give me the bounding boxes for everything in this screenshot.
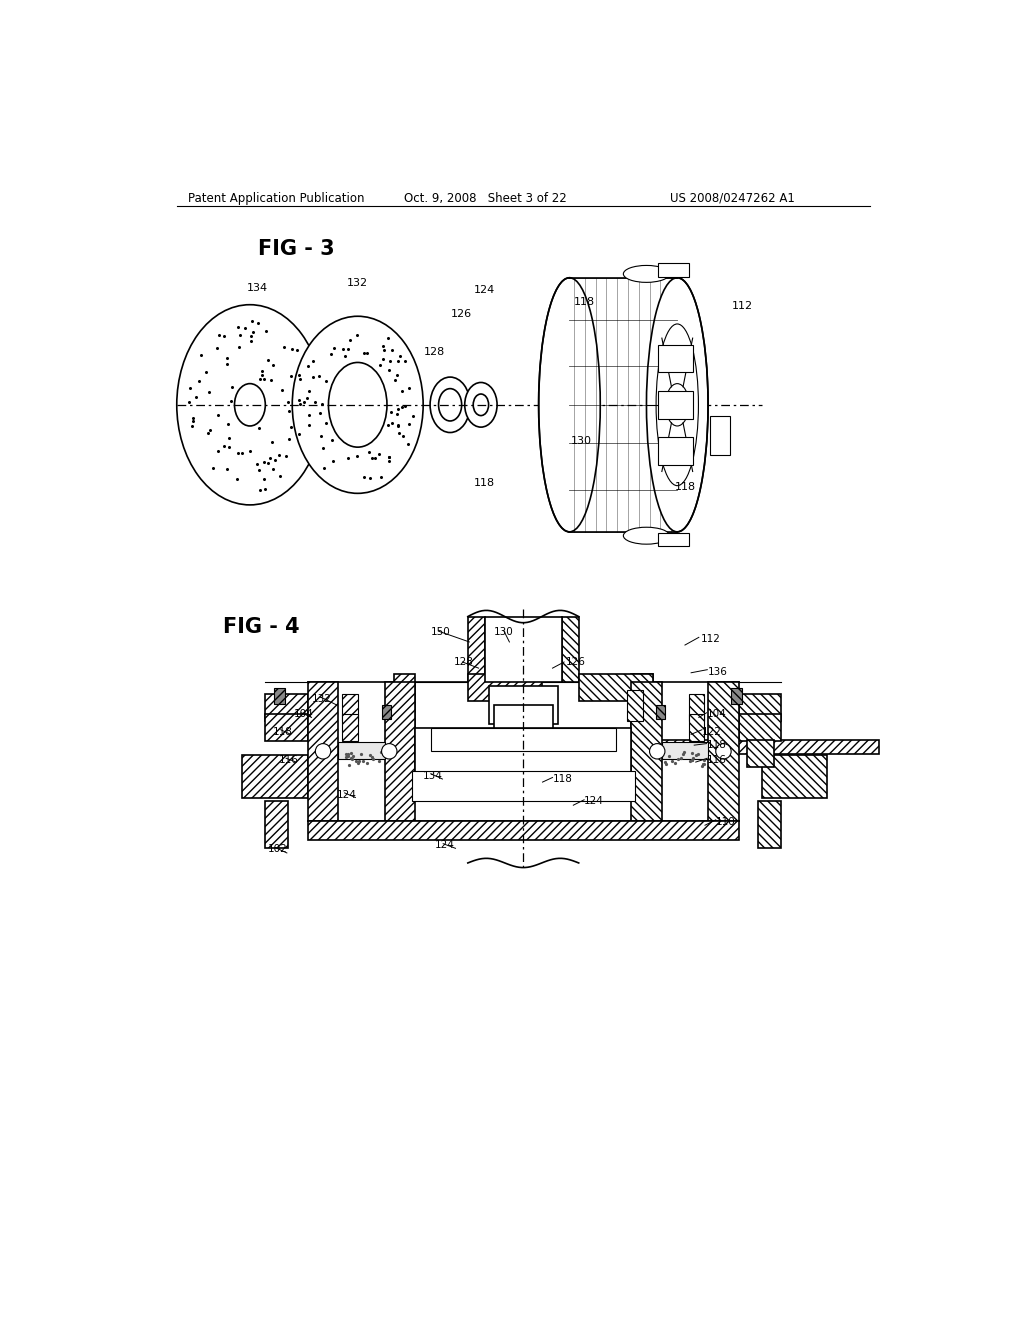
Text: 122: 122 xyxy=(701,726,722,737)
Ellipse shape xyxy=(177,305,323,506)
Text: 130: 130 xyxy=(494,627,514,636)
Text: 118: 118 xyxy=(273,726,293,737)
Bar xyxy=(484,616,562,682)
Bar xyxy=(631,682,662,821)
Bar xyxy=(307,682,339,821)
Bar xyxy=(342,693,357,721)
Ellipse shape xyxy=(666,384,689,426)
Bar xyxy=(739,693,781,721)
Ellipse shape xyxy=(539,277,600,532)
Text: 132: 132 xyxy=(347,277,369,288)
Bar xyxy=(658,391,692,418)
Ellipse shape xyxy=(329,363,387,447)
Bar xyxy=(339,742,385,759)
Bar xyxy=(746,739,773,767)
Ellipse shape xyxy=(646,277,708,532)
Text: 118: 118 xyxy=(675,482,695,492)
Bar xyxy=(468,616,484,682)
Text: 116: 116 xyxy=(707,755,726,766)
Text: 116: 116 xyxy=(279,755,298,766)
Bar xyxy=(394,739,879,754)
Bar xyxy=(689,714,705,742)
Text: 112: 112 xyxy=(732,301,754,310)
Bar xyxy=(739,714,781,742)
Text: 132: 132 xyxy=(312,693,332,704)
Bar xyxy=(494,705,553,729)
Text: 128: 128 xyxy=(454,657,474,668)
Text: 110: 110 xyxy=(716,817,735,826)
Text: 124: 124 xyxy=(337,789,356,800)
Ellipse shape xyxy=(430,378,470,433)
Text: 118: 118 xyxy=(553,775,572,784)
Bar xyxy=(658,263,689,277)
Text: FIG - 3: FIG - 3 xyxy=(258,239,334,259)
Bar xyxy=(662,742,708,759)
Bar xyxy=(628,689,643,721)
Circle shape xyxy=(315,743,331,759)
Text: 134: 134 xyxy=(247,284,268,293)
Text: Patent Application Publication: Patent Application Publication xyxy=(188,191,365,205)
Bar xyxy=(265,693,307,721)
Bar xyxy=(631,675,652,739)
Ellipse shape xyxy=(234,384,265,426)
Text: 136: 136 xyxy=(708,667,728,677)
Ellipse shape xyxy=(465,383,497,428)
Text: 124: 124 xyxy=(435,840,455,850)
Bar xyxy=(488,686,558,725)
Bar xyxy=(342,714,357,742)
Text: 128: 128 xyxy=(424,347,445,356)
Bar xyxy=(731,688,742,704)
Bar xyxy=(243,755,307,797)
Bar xyxy=(762,755,827,797)
Circle shape xyxy=(382,743,397,759)
Bar xyxy=(394,675,416,739)
Bar xyxy=(382,705,391,719)
Text: 118: 118 xyxy=(574,297,595,308)
Text: 134: 134 xyxy=(423,771,443,780)
Text: 124: 124 xyxy=(584,796,603,807)
Ellipse shape xyxy=(473,395,488,416)
Ellipse shape xyxy=(624,527,670,544)
Bar xyxy=(758,801,781,847)
Text: 150: 150 xyxy=(431,627,451,636)
Text: FIG - 4: FIG - 4 xyxy=(223,616,300,636)
Bar xyxy=(468,675,542,701)
Circle shape xyxy=(649,743,665,759)
Bar xyxy=(273,688,285,704)
Bar xyxy=(416,729,631,801)
Ellipse shape xyxy=(624,265,670,282)
Ellipse shape xyxy=(292,317,423,494)
Bar xyxy=(265,801,289,847)
Text: 130: 130 xyxy=(570,436,592,446)
Text: 124: 124 xyxy=(474,285,496,296)
Bar xyxy=(562,616,579,682)
Bar xyxy=(658,345,692,372)
Text: 112: 112 xyxy=(700,635,720,644)
Text: US 2008/0247262 A1: US 2008/0247262 A1 xyxy=(670,191,795,205)
Bar xyxy=(307,821,739,840)
Circle shape xyxy=(716,743,731,759)
Bar xyxy=(431,729,615,751)
Text: 126: 126 xyxy=(565,657,586,668)
Bar xyxy=(689,693,705,721)
Text: 104: 104 xyxy=(294,709,313,719)
Bar xyxy=(658,532,689,546)
Bar xyxy=(385,682,416,821)
Ellipse shape xyxy=(438,388,462,421)
Text: 126: 126 xyxy=(452,309,472,318)
Text: 102: 102 xyxy=(267,843,288,854)
Text: 104: 104 xyxy=(707,709,726,719)
Bar xyxy=(708,682,739,821)
Text: 118: 118 xyxy=(474,478,496,488)
Bar xyxy=(658,437,692,465)
Text: 118: 118 xyxy=(707,739,726,750)
Text: Oct. 9, 2008   Sheet 3 of 22: Oct. 9, 2008 Sheet 3 of 22 xyxy=(403,191,566,205)
Bar xyxy=(579,675,652,701)
Bar xyxy=(655,705,665,719)
Bar xyxy=(711,416,730,455)
Bar xyxy=(265,714,307,742)
Bar xyxy=(412,771,635,801)
